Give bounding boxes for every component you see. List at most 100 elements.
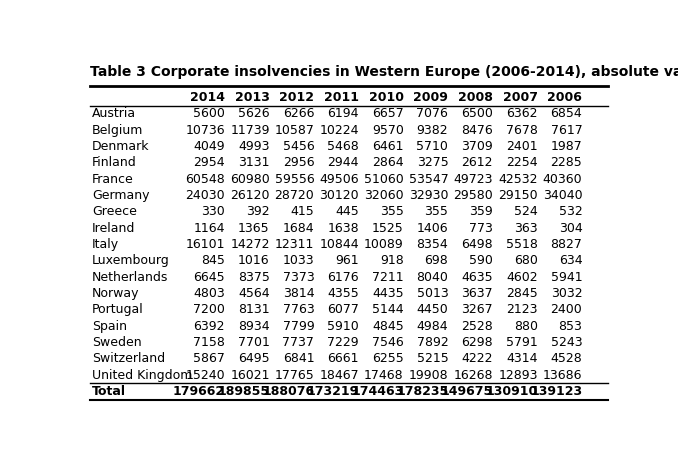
Text: 5710: 5710 <box>416 140 448 153</box>
Text: Greece: Greece <box>92 205 137 218</box>
Text: 2010: 2010 <box>369 91 403 104</box>
Text: 16268: 16268 <box>454 369 493 382</box>
Text: 2007: 2007 <box>502 91 538 104</box>
Text: 60980: 60980 <box>230 173 270 186</box>
Text: 173219: 173219 <box>306 385 359 398</box>
Text: 3032: 3032 <box>551 287 582 300</box>
Text: 2400: 2400 <box>551 304 582 316</box>
Text: 2254: 2254 <box>506 156 538 169</box>
Text: 6498: 6498 <box>462 238 493 251</box>
Text: 6194: 6194 <box>327 107 359 120</box>
Text: 7763: 7763 <box>283 304 315 316</box>
Text: Luxembourg: Luxembourg <box>92 254 170 267</box>
Text: 8131: 8131 <box>238 304 270 316</box>
Text: 7229: 7229 <box>327 336 359 349</box>
Text: 524: 524 <box>514 205 538 218</box>
Text: 2845: 2845 <box>506 287 538 300</box>
Text: 1987: 1987 <box>551 140 582 153</box>
Text: 8040: 8040 <box>416 270 448 284</box>
Text: 174463: 174463 <box>351 385 403 398</box>
Text: 10736: 10736 <box>185 124 225 137</box>
Text: 28720: 28720 <box>275 189 315 202</box>
Text: 2944: 2944 <box>327 156 359 169</box>
Text: Switzerland: Switzerland <box>92 352 165 365</box>
Text: 32060: 32060 <box>364 189 403 202</box>
Text: 415: 415 <box>291 205 315 218</box>
Text: Netherlands: Netherlands <box>92 270 168 284</box>
Text: Total: Total <box>92 385 126 398</box>
Text: 6645: 6645 <box>193 270 225 284</box>
Text: 7799: 7799 <box>283 320 315 333</box>
Text: 2954: 2954 <box>193 156 225 169</box>
Text: 2009: 2009 <box>414 91 448 104</box>
Text: 3131: 3131 <box>238 156 270 169</box>
Text: 590: 590 <box>469 254 493 267</box>
Text: 13686: 13686 <box>543 369 582 382</box>
Text: 680: 680 <box>514 254 538 267</box>
Text: 7546: 7546 <box>372 336 403 349</box>
Text: 7211: 7211 <box>372 270 403 284</box>
Text: 5144: 5144 <box>372 304 403 316</box>
Text: 60548: 60548 <box>185 173 225 186</box>
Text: 4602: 4602 <box>506 270 538 284</box>
Text: 9570: 9570 <box>372 124 403 137</box>
Text: 6392: 6392 <box>193 320 225 333</box>
Text: 4845: 4845 <box>372 320 403 333</box>
Text: 392: 392 <box>246 205 270 218</box>
Text: 355: 355 <box>424 205 448 218</box>
Text: 139123: 139123 <box>530 385 582 398</box>
Text: 8354: 8354 <box>416 238 448 251</box>
Text: 32930: 32930 <box>409 189 448 202</box>
Text: 532: 532 <box>559 205 582 218</box>
Text: 5867: 5867 <box>193 352 225 365</box>
Text: 53547: 53547 <box>409 173 448 186</box>
Text: Belgium: Belgium <box>92 124 144 137</box>
Text: 4803: 4803 <box>193 287 225 300</box>
Text: 4635: 4635 <box>462 270 493 284</box>
Text: 5215: 5215 <box>416 352 448 365</box>
Text: 6266: 6266 <box>283 107 315 120</box>
Text: Sweden: Sweden <box>92 336 142 349</box>
Text: 10224: 10224 <box>319 124 359 137</box>
Text: 355: 355 <box>380 205 403 218</box>
Text: 1016: 1016 <box>238 254 270 267</box>
Text: 7158: 7158 <box>193 336 225 349</box>
Text: 7892: 7892 <box>416 336 448 349</box>
Text: Germany: Germany <box>92 189 150 202</box>
Text: 2008: 2008 <box>458 91 493 104</box>
Text: 4528: 4528 <box>551 352 582 365</box>
Text: 6657: 6657 <box>372 107 403 120</box>
Text: 130910: 130910 <box>485 385 538 398</box>
Text: Italy: Italy <box>92 238 119 251</box>
Text: 3709: 3709 <box>461 140 493 153</box>
Text: France: France <box>92 173 134 186</box>
Text: 5626: 5626 <box>238 107 270 120</box>
Text: 3814: 3814 <box>283 287 315 300</box>
Text: 330: 330 <box>201 205 225 218</box>
Text: 4450: 4450 <box>416 304 448 316</box>
Text: Portugal: Portugal <box>92 304 144 316</box>
Text: 24030: 24030 <box>185 189 225 202</box>
Text: 7617: 7617 <box>551 124 582 137</box>
Text: 4355: 4355 <box>327 287 359 300</box>
Text: 14272: 14272 <box>231 238 270 251</box>
Text: 4984: 4984 <box>417 320 448 333</box>
Text: 918: 918 <box>380 254 403 267</box>
Text: 6362: 6362 <box>506 107 538 120</box>
Text: 4049: 4049 <box>193 140 225 153</box>
Text: 8375: 8375 <box>238 270 270 284</box>
Text: 359: 359 <box>469 205 493 218</box>
Text: 34040: 34040 <box>542 189 582 202</box>
Text: 188076: 188076 <box>262 385 315 398</box>
Text: 8934: 8934 <box>238 320 270 333</box>
Text: 1638: 1638 <box>327 222 359 235</box>
Text: 5600: 5600 <box>193 107 225 120</box>
Text: Norway: Norway <box>92 287 140 300</box>
Text: 179662: 179662 <box>173 385 225 398</box>
Text: 7200: 7200 <box>193 304 225 316</box>
Text: 4435: 4435 <box>372 287 403 300</box>
Text: 16101: 16101 <box>186 238 225 251</box>
Text: 5013: 5013 <box>416 287 448 300</box>
Text: 845: 845 <box>201 254 225 267</box>
Text: 445: 445 <box>336 205 359 218</box>
